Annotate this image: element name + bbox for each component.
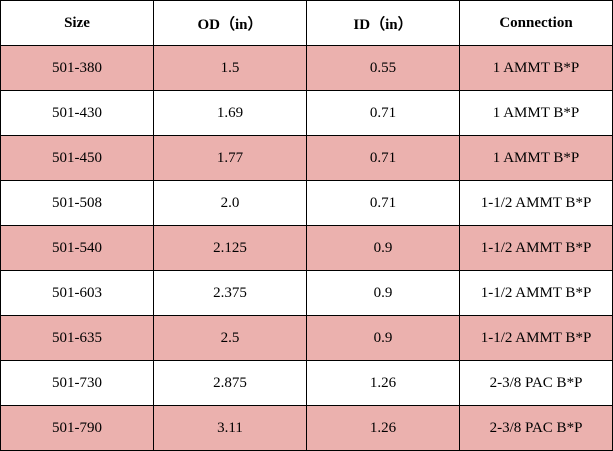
table-row: 501-508 2.0 0.71 1-1/2 AMMT B*P <box>0 180 613 226</box>
od-cell: 2.875 <box>153 360 307 406</box>
connection-cell: 1-1/2 AMMT B*P <box>459 225 613 271</box>
id-cell: 0.55 <box>306 45 460 91</box>
connection-cell: 1 AMMT B*P <box>459 90 613 136</box>
table-row: 501-430 1.69 0.71 1 AMMT B*P <box>0 90 613 136</box>
column-header-od: OD（in） <box>153 0 307 46</box>
size-cell: 501-380 <box>0 45 154 91</box>
table-row: 501-790 3.11 1.26 2-3/8 PAC B*P <box>0 405 613 451</box>
column-header-id: ID（in） <box>306 0 460 46</box>
id-cell: 0.71 <box>306 90 460 136</box>
size-cell: 501-603 <box>0 270 154 316</box>
id-cell: 1.26 <box>306 360 460 406</box>
connection-cell: 1-1/2 AMMT B*P <box>459 315 613 361</box>
table-row: 501-603 2.375 0.9 1-1/2 AMMT B*P <box>0 270 613 316</box>
table-row: 501-450 1.77 0.71 1 AMMT B*P <box>0 135 613 181</box>
size-cell: 501-508 <box>0 180 154 226</box>
size-cell: 501-540 <box>0 225 154 271</box>
od-cell: 1.5 <box>153 45 307 91</box>
connection-cell: 1 AMMT B*P <box>459 45 613 91</box>
size-cell: 501-430 <box>0 90 154 136</box>
table-row: 501-730 2.875 1.26 2-3/8 PAC B*P <box>0 360 613 406</box>
connection-cell: 1-1/2 AMMT B*P <box>459 180 613 226</box>
connection-cell: 2-3/8 PAC B*P <box>459 405 613 451</box>
id-cell: 1.26 <box>306 405 460 451</box>
column-header-size: Size <box>0 0 154 46</box>
column-header-connection: Connection <box>459 0 613 46</box>
id-cell: 0.71 <box>306 135 460 181</box>
od-cell: 2.125 <box>153 225 307 271</box>
id-cell: 0.9 <box>306 315 460 361</box>
id-cell: 0.9 <box>306 270 460 316</box>
od-cell: 3.11 <box>153 405 307 451</box>
table-row: 501-380 1.5 0.55 1 AMMT B*P <box>0 45 613 91</box>
size-cell: 501-790 <box>0 405 154 451</box>
table-row: 501-635 2.5 0.9 1-1/2 AMMT B*P <box>0 315 613 361</box>
header-row: Size OD（in） ID（in） Connection <box>0 0 613 46</box>
id-cell: 0.9 <box>306 225 460 271</box>
od-cell: 2.5 <box>153 315 307 361</box>
od-cell: 1.77 <box>153 135 307 181</box>
size-cell: 501-635 <box>0 315 154 361</box>
size-cell: 501-730 <box>0 360 154 406</box>
od-cell: 2.375 <box>153 270 307 316</box>
od-cell: 1.69 <box>153 90 307 136</box>
connection-cell: 2-3/8 PAC B*P <box>459 360 613 406</box>
connection-cell: 1 AMMT B*P <box>459 135 613 181</box>
id-cell: 0.71 <box>306 180 460 226</box>
connection-cell: 1-1/2 AMMT B*P <box>459 270 613 316</box>
table-row: 501-540 2.125 0.9 1-1/2 AMMT B*P <box>0 225 613 271</box>
size-cell: 501-450 <box>0 135 154 181</box>
od-cell: 2.0 <box>153 180 307 226</box>
